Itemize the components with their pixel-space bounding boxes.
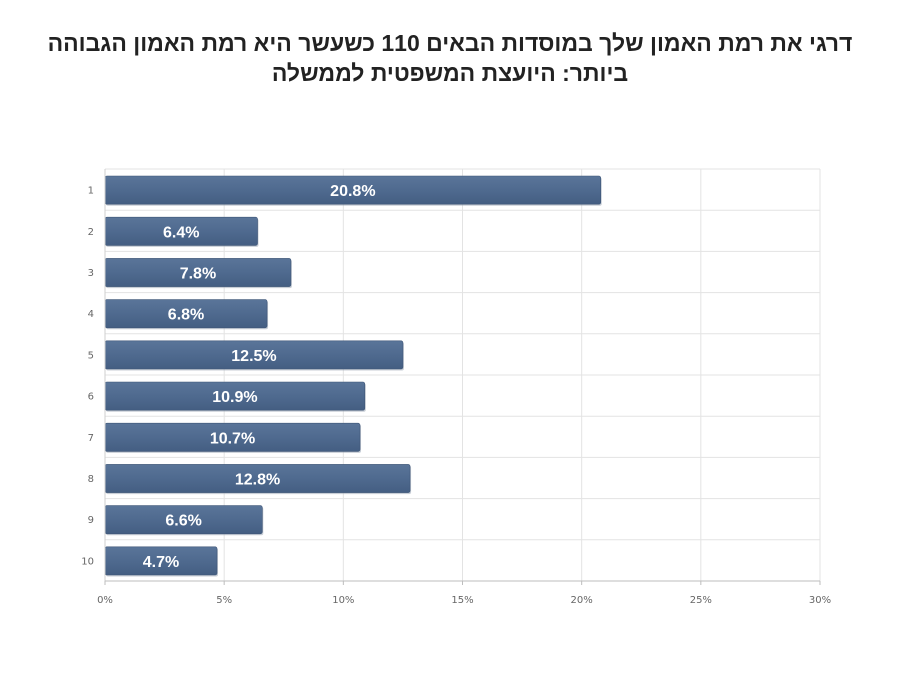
- bar-value-label: 6.6%: [165, 513, 201, 530]
- bars: 20.8% 6.4% 7.8% 6.8% 12.5% 10.9% 10.7% 12.8% 6.6…: [104, 175, 602, 577]
- x-tick-label: 20%: [571, 595, 593, 606]
- bar-value-label: 7.8%: [180, 266, 216, 283]
- x-tick-label: 10%: [332, 595, 354, 606]
- x-tick-label: 15%: [451, 595, 473, 606]
- bar-value-label: 10.7%: [210, 430, 255, 447]
- chart-title: דרגי את רמת האמון שלך במוסדות הבאים 110 …: [47, 30, 853, 86]
- y-tick-label: 2: [88, 227, 94, 238]
- x-tick-label: 30%: [809, 595, 831, 606]
- y-tick-label: 6: [88, 392, 94, 403]
- x-tick-label: 0%: [97, 595, 113, 606]
- y-tick-label: 1: [88, 186, 94, 197]
- bar-value-label: 4.7%: [143, 554, 179, 571]
- y-tick-label: 7: [88, 433, 94, 444]
- y-tick-label: 5: [88, 350, 94, 361]
- y-tick-label: 9: [88, 515, 94, 526]
- bar-value-label: 12.8%: [235, 472, 280, 489]
- bar-value-label: 10.9%: [212, 389, 257, 406]
- axes: 1 2 3 4 5 6 7 8 9 10 0% 5% 10% 15% 20% 25% 30%: [81, 169, 831, 606]
- bar-value-label: 20.8%: [330, 183, 375, 200]
- x-tick-label: 5%: [216, 595, 232, 606]
- bar-value-label: 12.5%: [231, 348, 276, 365]
- x-tick-label: 25%: [690, 595, 712, 606]
- y-tick-label: 8: [88, 474, 94, 485]
- y-tick-label: 3: [88, 268, 94, 279]
- y-tick-label: 10: [81, 556, 94, 567]
- bar-value-label: 6.8%: [168, 307, 204, 324]
- bar-value-label: 6.4%: [163, 224, 199, 241]
- y-tick-label: 4: [88, 309, 94, 320]
